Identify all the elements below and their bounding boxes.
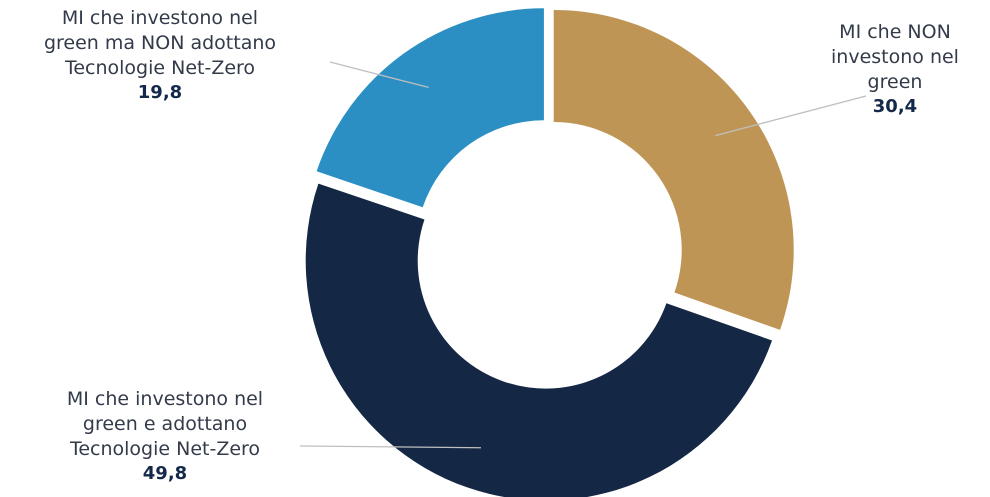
slice-value-label: 49,8 [142,463,188,484]
leader-line [329,61,429,89]
slice-label-not-green: MI che NON investono nel green 30,4 [805,20,985,119]
slice-value-label: 19,8 [137,82,183,103]
donut-slices [305,8,794,497]
slice-value-label: 30,4 [872,96,918,117]
leader-line [299,445,481,449]
slice-label-green-netzero: MI che investono nel green e adottano Te… [30,387,300,486]
leader-line [715,95,867,137]
slice-label-name: MI che NON investono nel green [831,21,959,93]
slice-label-name: MI che investono nel green ma NON adotta… [43,7,277,79]
slice-green-no-netzero [316,8,544,208]
slice-label-name: MI che investono nel green e adottano Te… [66,388,264,460]
slice-label-green-no-netzero: MI che investono nel green ma NON adotta… [10,6,310,105]
slice-not-green [553,9,794,330]
slice-green-netzero [305,183,773,497]
leader-lines [299,61,867,449]
